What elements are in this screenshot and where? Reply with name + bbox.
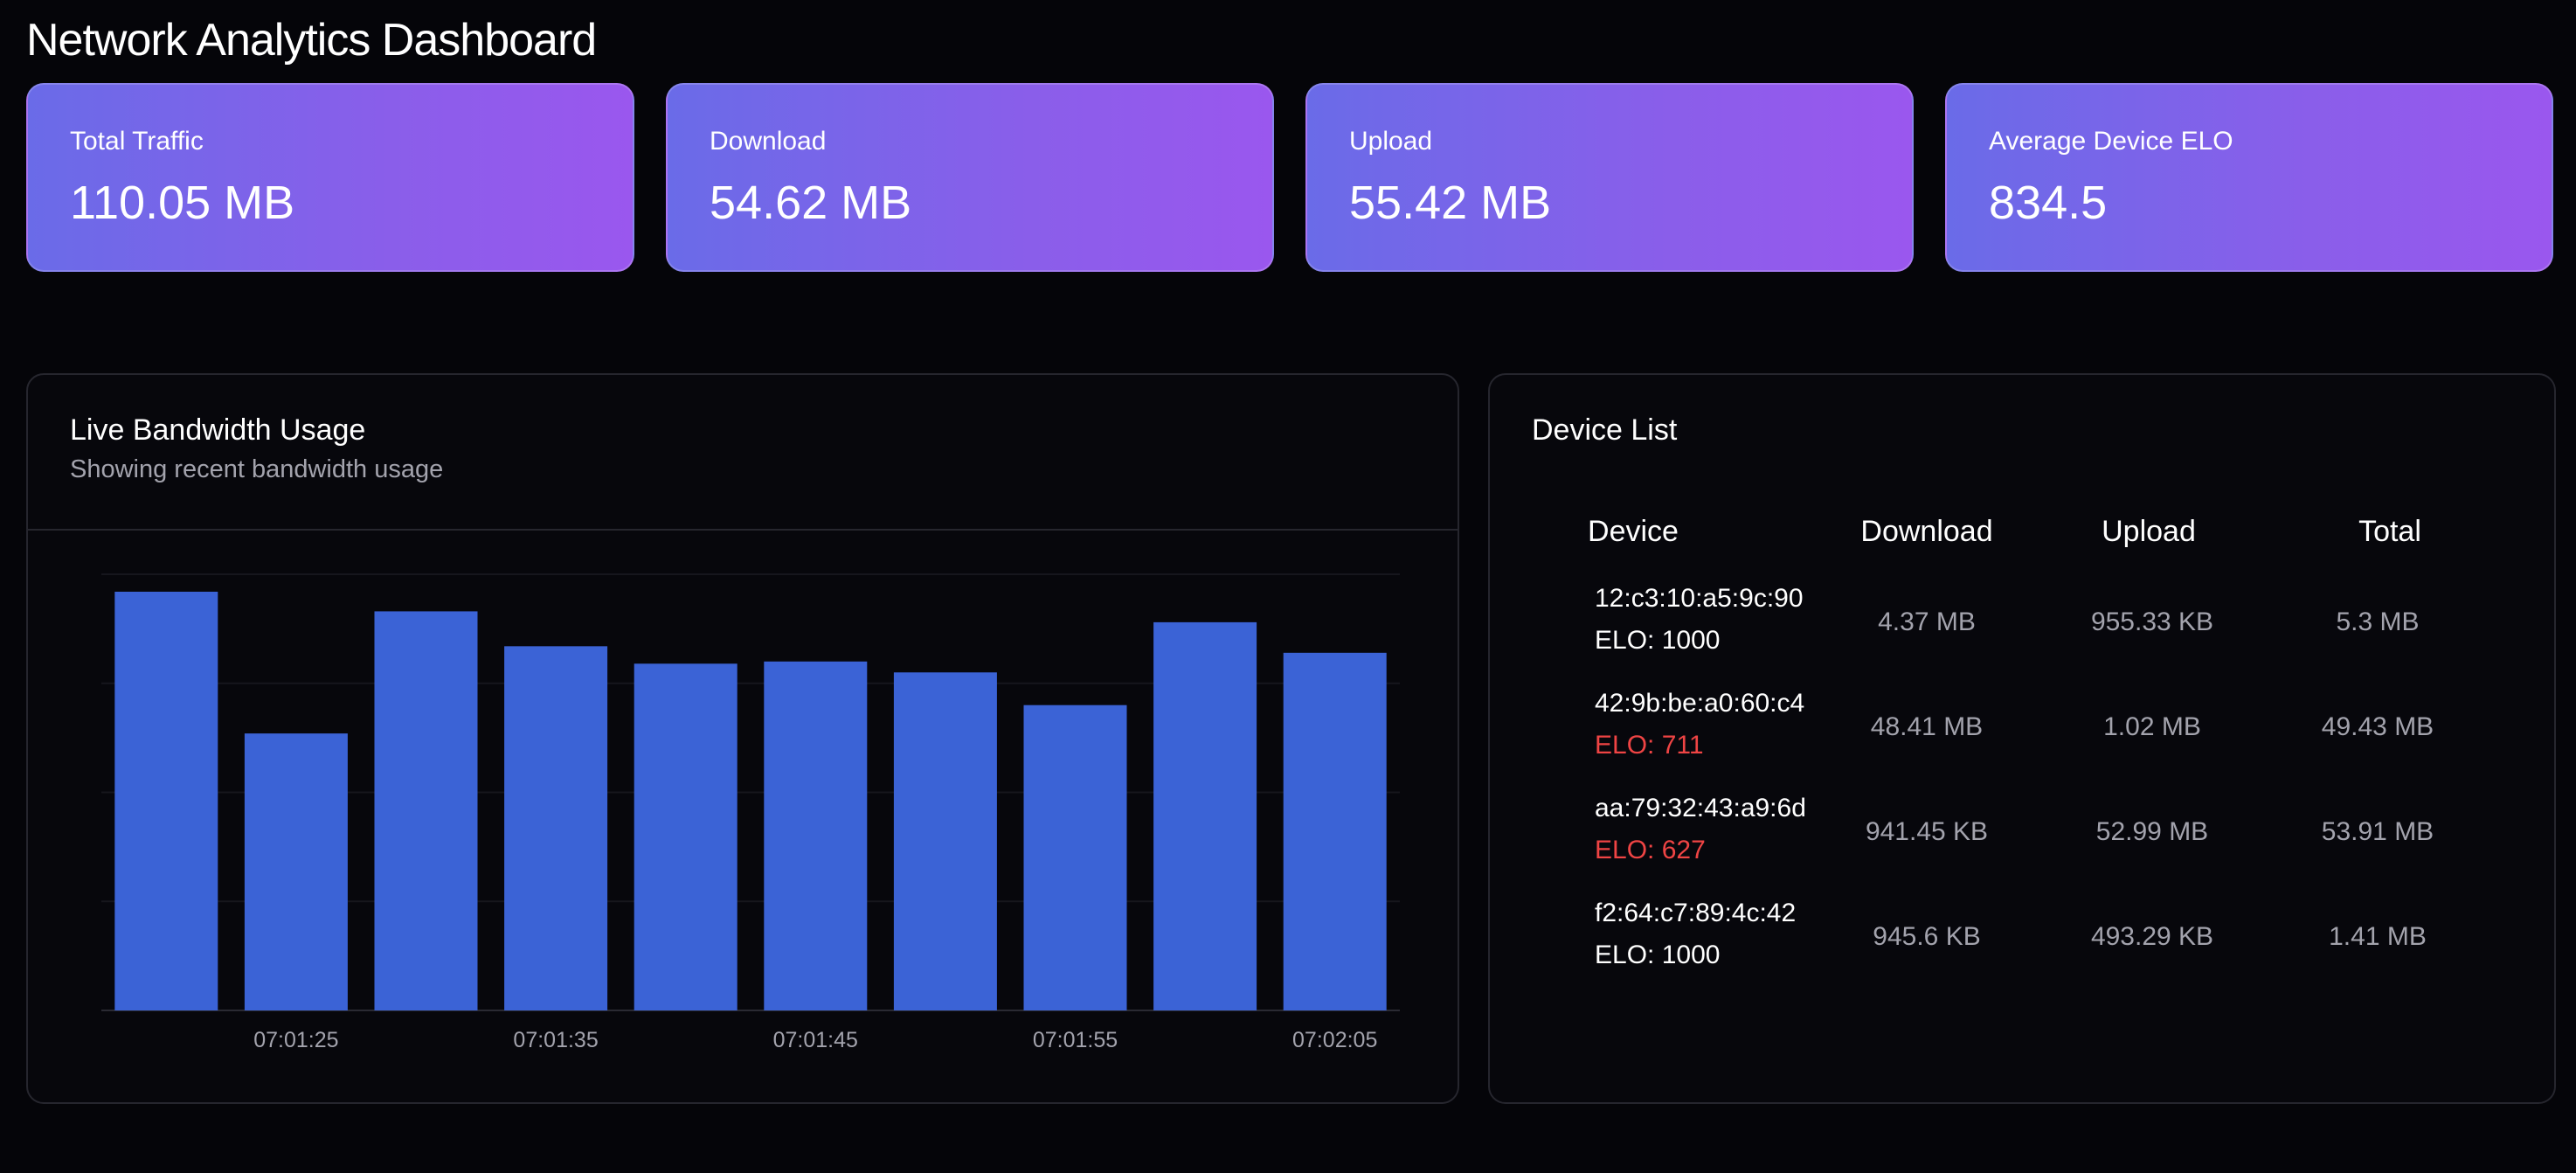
- bar-07:02:05[interactable]: [1283, 652, 1387, 1010]
- bar-07:01:55[interactable]: [1023, 704, 1127, 1010]
- download-cell: 941.45 KB: [1865, 817, 1989, 846]
- upload-cell: 493.29 KB: [2090, 922, 2214, 951]
- bar-07:01:20[interactable]: [114, 591, 218, 1010]
- chart-divider: [28, 529, 1458, 531]
- device-list-panel: Device List Device Download Upload Total…: [1488, 373, 2556, 1104]
- bar-07:02:00[interactable]: [1153, 621, 1257, 1010]
- upload-cell: 1.02 MB: [2103, 712, 2201, 741]
- bar-07:01:25[interactable]: [244, 733, 348, 1010]
- device-cell: aa:79:32:43:a9:6d ELO: 627: [1595, 788, 1806, 871]
- device-mac: 42:9b:be:a0:60:c4: [1595, 689, 1805, 718]
- total-cell: 49.43 MB: [2321, 712, 2434, 741]
- stat-card-total-traffic: Total Traffic 110.05 MB: [26, 83, 634, 272]
- stat-value: 110.05 MB: [70, 177, 295, 229]
- bar-07:01:30[interactable]: [374, 611, 478, 1010]
- device-mac: 12:c3:10:a5:9c:90: [1595, 584, 1804, 613]
- table-row[interactable]: aa:79:32:43:a9:6d ELO: 627 941.45 KB 52.…: [1490, 788, 2554, 892]
- bandwidth-title: Live Bandwidth Usage: [70, 413, 366, 447]
- bandwidth-chart: 07:01:25 07:01:35 07:01:45 07:01:55 07:02:05: [101, 573, 1400, 1052]
- device-elo: ELO: 1000: [1595, 940, 1721, 969]
- stat-card-download: Download 54.62 MB: [666, 83, 1274, 272]
- page-title: Network Analytics Dashboard: [26, 15, 597, 66]
- download-cell: 48.41 MB: [1870, 712, 1984, 741]
- stat-value: 54.62 MB: [710, 177, 912, 229]
- bar-07:01:45[interactable]: [764, 661, 868, 1010]
- total-cell: 1.41 MB: [2329, 922, 2427, 951]
- table-row[interactable]: f2:64:c7:89:4c:42 ELO: 1000 945.6 KB 493…: [1490, 892, 2554, 997]
- bar-07:01:50[interactable]: [893, 672, 997, 1010]
- stat-value: 834.5: [1989, 177, 2108, 229]
- x-tick-label: 07:01:55: [1033, 1028, 1118, 1052]
- device-mac: aa:79:32:43:a9:6d: [1595, 794, 1806, 822]
- x-tick-label: 07:01:25: [253, 1028, 338, 1052]
- device-cell: f2:64:c7:89:4c:42 ELO: 1000: [1595, 892, 1796, 976]
- bar-07:01:40[interactable]: [634, 663, 737, 1010]
- upload-cell: 955.33 KB: [2090, 607, 2214, 636]
- device-elo: ELO: 1000: [1595, 626, 1721, 655]
- total-cell: 53.91 MB: [2321, 817, 2434, 846]
- table-row[interactable]: 12:c3:10:a5:9c:90 ELO: 1000 4.37 MB 955.…: [1490, 578, 2554, 683]
- device-mac: f2:64:c7:89:4c:42: [1595, 899, 1797, 927]
- x-tick-label: 07:01:35: [513, 1028, 598, 1052]
- stat-label: Upload: [1349, 127, 1433, 156]
- bar-07:01:35[interactable]: [504, 646, 608, 1010]
- column-header-total: Total: [2358, 515, 2421, 548]
- x-tick-label: 07:01:45: [773, 1028, 858, 1052]
- bandwidth-panel: Live Bandwidth Usage Showing recent band…: [26, 373, 1459, 1104]
- stat-card-average-elo: Average Device ELO 834.5: [1945, 83, 2553, 272]
- column-header-device: Device: [1588, 515, 1679, 548]
- upload-cell: 52.99 MB: [2095, 817, 2209, 846]
- device-list-title: Device List: [1532, 413, 1678, 447]
- stat-label: Total Traffic: [70, 127, 204, 156]
- download-cell: 945.6 KB: [1873, 922, 1981, 951]
- stat-label: Download: [710, 127, 827, 156]
- column-header-upload: Upload: [2102, 515, 2196, 548]
- device-elo: ELO: 711: [1595, 731, 1704, 760]
- x-tick-label: 07:02:05: [1292, 1028, 1377, 1052]
- bandwidth-subtitle: Showing recent bandwidth usage: [70, 455, 444, 483]
- device-elo: ELO: 627: [1595, 836, 1706, 864]
- device-cell: 42:9b:be:a0:60:c4 ELO: 711: [1595, 683, 1804, 767]
- total-cell: 5.3 MB: [2336, 607, 2420, 636]
- table-row[interactable]: 42:9b:be:a0:60:c4 ELO: 711 48.41 MB 1.02…: [1490, 683, 2554, 788]
- download-cell: 4.37 MB: [1878, 607, 1976, 636]
- stat-card-upload: Upload 55.42 MB: [1305, 83, 1914, 272]
- stat-label: Average Device ELO: [1989, 127, 2233, 156]
- stat-value: 55.42 MB: [1349, 177, 1552, 229]
- device-cell: 12:c3:10:a5:9c:90 ELO: 1000: [1595, 578, 1804, 662]
- column-header-download: Download: [1860, 515, 1993, 548]
